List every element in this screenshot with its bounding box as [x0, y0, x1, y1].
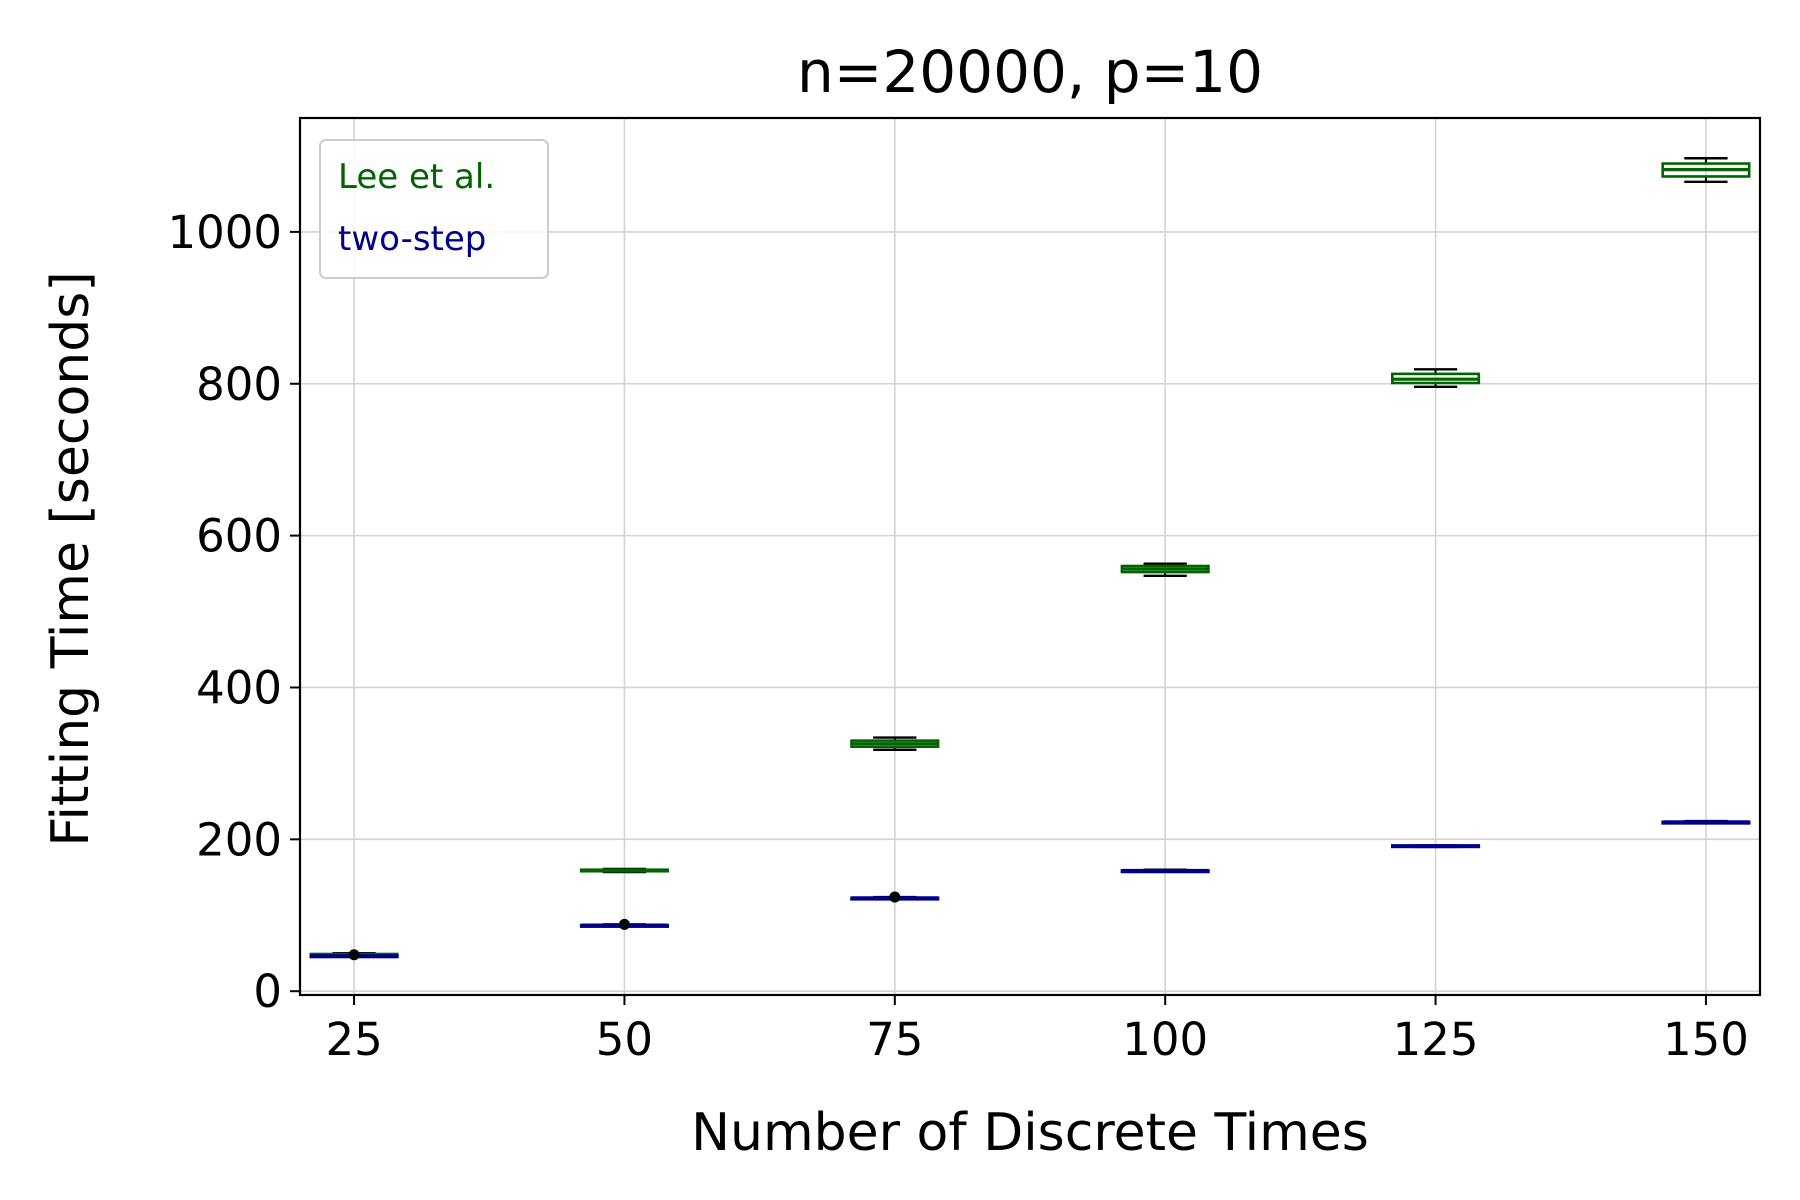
grid-layer [300, 118, 1760, 995]
y-tick-label: 0 [253, 965, 282, 1018]
x-tick-label: 125 [1393, 1013, 1479, 1066]
boxplot-lee-100 [1120, 562, 1210, 578]
outlier-point [889, 891, 901, 903]
boxplot-two-step-50 [579, 918, 670, 930]
x-tick-label: 50 [596, 1013, 653, 1066]
tick-layer: 25 50 75 100 125 150 0 200 400 600 800 1000 [167, 206, 1748, 1066]
plot-frame [298, 116, 1762, 997]
boxplot-lee-150 [1661, 157, 1751, 183]
y-tick-label: 1000 [167, 206, 282, 259]
box-layer [309, 157, 1751, 961]
x-tick-label: 150 [1663, 1013, 1749, 1066]
x-axis-label: Number of Discrete Times [691, 1103, 1369, 1163]
y-tick-label: 200 [196, 813, 282, 866]
x-tick-label: 100 [1122, 1013, 1208, 1066]
x-tick-label: 25 [325, 1013, 382, 1066]
chart-title: n=20000, p=10 [797, 38, 1263, 106]
legend-entry-lee: Lee et al. [338, 157, 495, 197]
boxplot-lee-75 [850, 736, 940, 751]
boxplot-lee-125 [1390, 368, 1481, 388]
boxplot-two-step-25 [309, 949, 399, 961]
outlier-point [348, 949, 360, 961]
y-tick-label: 400 [196, 661, 282, 714]
boxplot-two-step-100 [1120, 868, 1210, 874]
legend-frame [319, 139, 549, 279]
boxplot-two-step-150 [1661, 819, 1751, 825]
y-tick-label: 800 [196, 358, 282, 411]
boxplot-two-step-125 [1390, 844, 1481, 849]
boxplot-two-step-75 [850, 891, 940, 903]
boxplot-lee-50 [579, 867, 670, 874]
x-tick-label: 75 [866, 1013, 923, 1066]
legend-entry-two-step: two-step [338, 219, 486, 259]
y-axis-label: Fitting Time [seconds] [41, 271, 101, 846]
outlier-point [618, 918, 630, 930]
y-tick-label: 600 [196, 510, 282, 563]
series-two-step [309, 819, 1751, 961]
legend: Lee et al. two-step [319, 139, 549, 279]
